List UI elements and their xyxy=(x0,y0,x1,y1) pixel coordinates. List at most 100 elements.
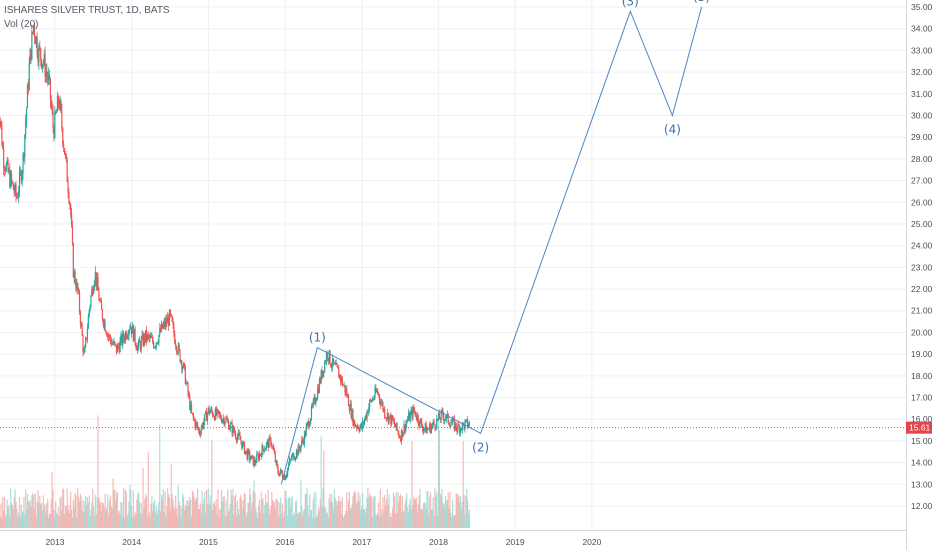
candle-body xyxy=(3,148,5,169)
candle-body xyxy=(223,418,225,425)
volume-bar xyxy=(438,430,440,528)
candle-body xyxy=(19,171,22,173)
candle-body xyxy=(145,330,148,341)
candle-body xyxy=(42,62,44,64)
candle-body xyxy=(272,446,275,451)
wave-path[interactable] xyxy=(280,6,703,485)
candle-body xyxy=(25,107,28,122)
candle-body xyxy=(413,407,415,411)
price-axis[interactable]: 12.00 13.00 14.00 15.00 16.00 17.00 18.00 19.00… xyxy=(906,0,932,550)
candle-body xyxy=(377,393,380,395)
volume-bar xyxy=(346,492,348,528)
candle-body xyxy=(324,361,326,373)
volume-bar xyxy=(266,503,268,528)
candle-body xyxy=(78,290,80,293)
candle-body xyxy=(300,444,302,451)
candle-body xyxy=(101,309,104,320)
volume-bar xyxy=(55,512,58,528)
volume-bar xyxy=(382,497,384,528)
volume-bar xyxy=(171,493,173,528)
volume-bar xyxy=(276,498,278,528)
candle-body xyxy=(179,349,181,362)
volume-bar xyxy=(439,493,441,528)
volume-bar xyxy=(414,499,417,528)
price-tick-label: 29.00 xyxy=(911,132,932,142)
candle-body xyxy=(267,440,269,448)
candle-body xyxy=(302,439,304,441)
candle-body xyxy=(422,429,425,432)
candle-body xyxy=(399,437,402,442)
volume-bar xyxy=(109,495,111,528)
volume-bar xyxy=(367,488,369,528)
price-tick-label: 19.00 xyxy=(911,349,932,359)
candle-body xyxy=(201,423,203,429)
candle-body xyxy=(462,422,464,424)
candle-body xyxy=(222,418,224,420)
candle-body xyxy=(396,422,398,431)
candle-body xyxy=(132,325,134,341)
volume-bar xyxy=(293,512,295,528)
candle-body xyxy=(152,342,155,348)
volume-bar xyxy=(242,500,245,528)
candle-body xyxy=(186,382,188,384)
candle-body xyxy=(138,339,140,347)
volume-bar xyxy=(450,512,452,528)
price-tick-label: 31.00 xyxy=(911,89,932,99)
candle-body xyxy=(269,437,271,438)
candle-body xyxy=(168,310,171,326)
symbol-title: ISHARES SILVER TRUST, 1D, BATS xyxy=(4,5,170,16)
volume-bar xyxy=(445,500,448,528)
candle-body xyxy=(238,432,240,436)
volume-bar xyxy=(11,505,14,528)
candle-body xyxy=(44,54,46,78)
volume-bar xyxy=(354,493,357,528)
candle-body xyxy=(36,36,38,55)
volume-bar xyxy=(336,505,338,528)
volume-bar xyxy=(384,505,387,528)
candle-body xyxy=(354,425,357,427)
volume-bar xyxy=(139,512,141,528)
volume-bar xyxy=(292,515,294,528)
candle-body xyxy=(230,423,232,424)
candle-body xyxy=(343,384,345,386)
elliott-wave-projection[interactable]: (1) (2) (3) (4) (5) xyxy=(280,0,710,485)
candle-body xyxy=(32,31,34,33)
volume-bar xyxy=(156,513,158,528)
candle-body xyxy=(270,437,272,446)
volume-bar xyxy=(325,513,328,528)
volume-bar xyxy=(88,495,90,528)
volume-bar xyxy=(43,506,45,528)
candle-body xyxy=(112,343,114,345)
candle-body xyxy=(391,415,393,425)
candle-body xyxy=(235,433,237,439)
volume-bar xyxy=(119,513,121,528)
volume-bar xyxy=(154,511,156,528)
volume-bar xyxy=(359,494,361,528)
candle-body xyxy=(105,330,107,334)
candle-body xyxy=(173,324,175,334)
volume-bar xyxy=(330,501,332,528)
price-tick-label: 15.00 xyxy=(911,436,932,446)
volume-bar xyxy=(269,514,271,528)
volume-bar xyxy=(299,512,301,528)
candle-body xyxy=(131,325,134,334)
candle-body xyxy=(395,422,397,428)
candle-body xyxy=(354,420,356,427)
volume-bar xyxy=(214,506,216,528)
candle-body xyxy=(295,450,298,458)
volume-bar xyxy=(162,488,164,528)
volume-bar xyxy=(237,509,239,528)
candle-body xyxy=(74,271,76,284)
volume-bar xyxy=(104,493,106,528)
volume-bar xyxy=(72,499,74,528)
candle-body xyxy=(183,363,186,367)
candle-body xyxy=(239,435,241,440)
candle-body xyxy=(78,292,81,312)
candle-body xyxy=(65,154,67,160)
candle-body xyxy=(161,323,164,329)
time-axis[interactable]: 2013 2014 2015 2016 2017 2018 2019 2020 xyxy=(0,530,906,548)
volume-bar xyxy=(243,492,246,528)
candle-body xyxy=(126,336,128,339)
volume-bar xyxy=(257,506,260,528)
